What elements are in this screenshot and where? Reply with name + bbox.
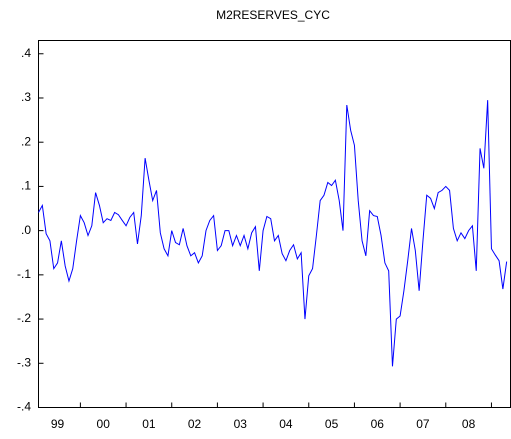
x-tick-label: 08 (462, 417, 476, 431)
y-tick-label: .1 (21, 179, 31, 193)
x-tick-label: 00 (97, 417, 111, 431)
y-tick-label: .0 (21, 223, 31, 237)
y-tick-label: .2 (21, 134, 31, 148)
x-tick-label: 06 (371, 417, 385, 431)
y-tick-label: -.1 (17, 267, 31, 281)
x-tick-label: 02 (188, 417, 202, 431)
series-line (38, 100, 508, 367)
x-tick-label: 07 (416, 417, 430, 431)
y-tick-label: -.3 (17, 355, 31, 369)
y-tick-label: -.2 (17, 311, 31, 325)
y-tick-label: .4 (21, 46, 31, 60)
x-tick-label: 03 (234, 417, 248, 431)
x-tick-label: 99 (51, 417, 65, 431)
plot-frame (38, 40, 511, 408)
x-tick-label: 05 (325, 417, 339, 431)
y-tick-label: .3 (21, 90, 31, 104)
x-tick-label: 01 (142, 417, 156, 431)
y-tick-label: -.4 (17, 400, 31, 414)
chart-title: M2RESERVES_CYC (216, 8, 330, 22)
x-tick-label: 04 (279, 417, 293, 431)
